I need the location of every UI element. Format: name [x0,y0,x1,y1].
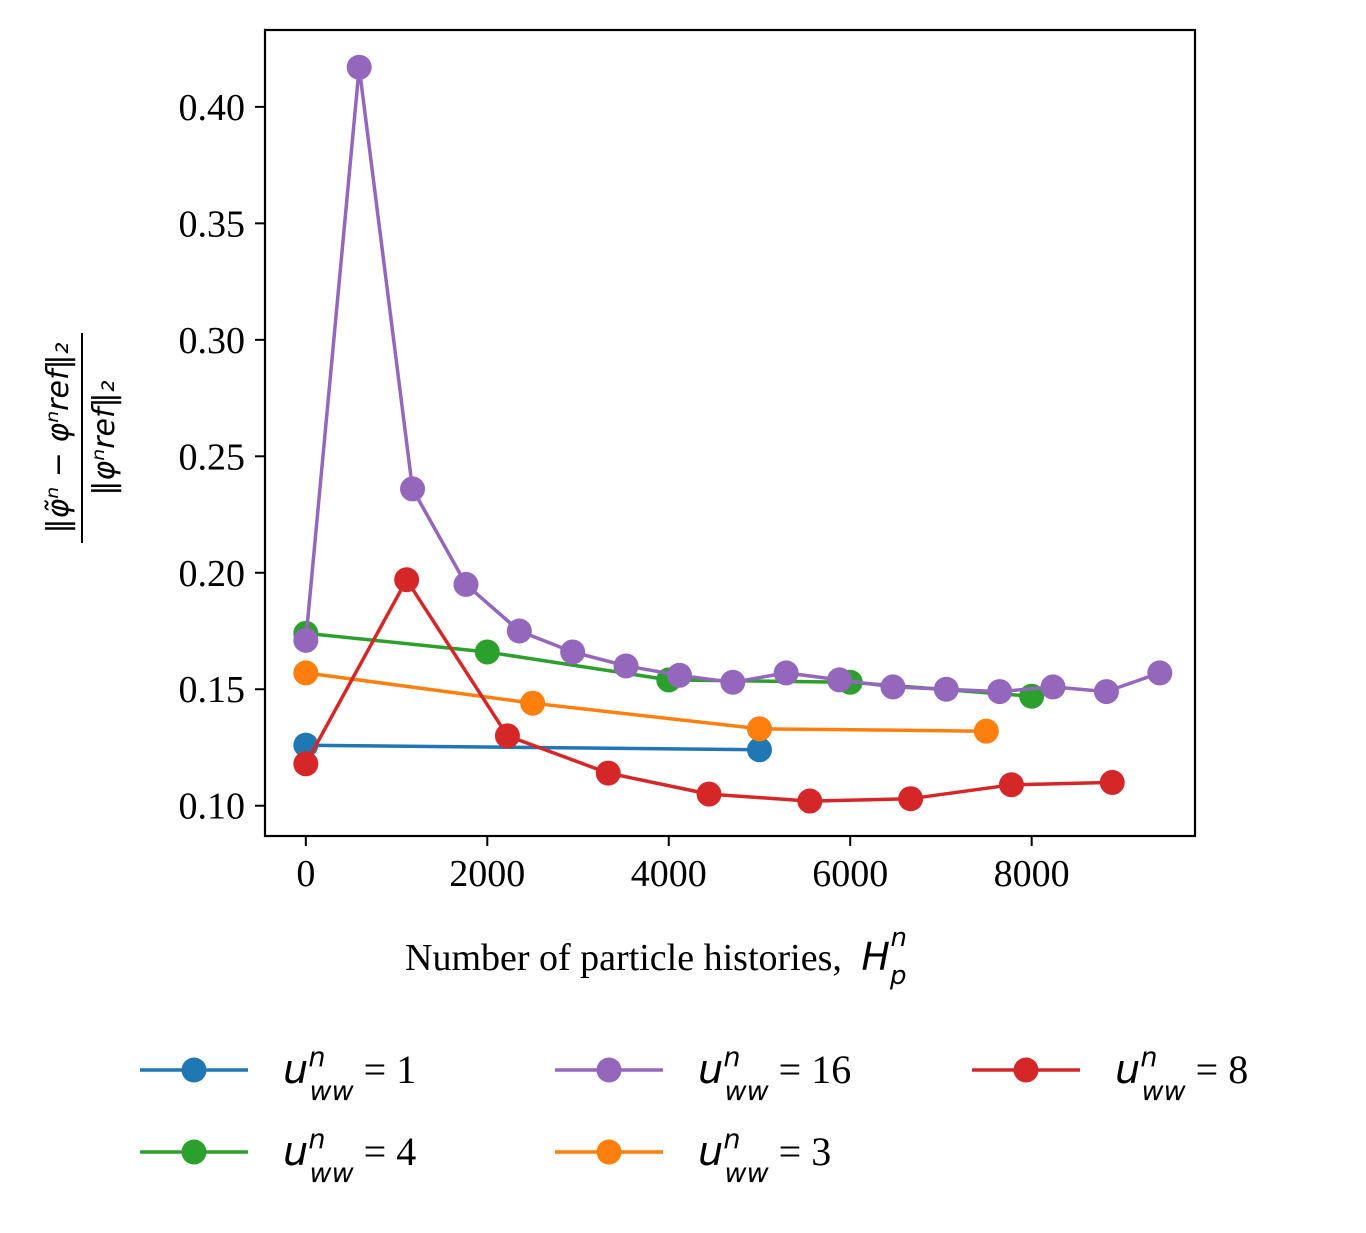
legend-label: un ww = 8 [1115,1042,1248,1107]
data-point [898,786,924,812]
y-tick-label: 0.15 [179,669,246,711]
y-tick-label: 0.10 [179,786,246,828]
legend-item: un ww = 16 [555,1042,851,1107]
legend-item: un ww = 1 [140,1042,416,1107]
data-point [400,476,426,502]
data-point [293,660,319,686]
legend-marker [596,1139,622,1165]
data-point [1040,674,1066,700]
legend-marker [596,1057,622,1083]
data-point [773,660,799,686]
data-point [506,618,532,644]
data-point [973,718,999,744]
y-tick-label: 0.40 [179,87,246,129]
data-point [394,567,420,593]
series-layer [293,54,1173,814]
y-tick-label: 0.25 [179,436,246,478]
data-point [595,760,621,786]
data-point [1147,660,1173,686]
series-line [305,743,760,752]
data-point [293,627,319,653]
series-3 [293,567,1125,814]
series-1 [293,660,999,744]
y-axis-label-numerator: ‖φ̃ⁿ − φⁿref‖₂ [41,342,76,533]
data-point [933,676,959,702]
data-point [494,723,520,749]
x-tick-label: 0 [296,853,315,895]
y-tick-label: 0.35 [179,203,246,245]
y-axis-label: ‖φ̃ⁿ − φⁿref‖₂ ‖φⁿref‖₂ [41,333,122,543]
legend-label: un ww = 4 [283,1124,416,1189]
data-point [346,54,372,80]
legend-label: un ww = 3 [698,1124,831,1189]
legend-marker [1013,1057,1039,1083]
legend-item: un ww = 3 [555,1124,831,1189]
y-axis-label-denominator: ‖φⁿref‖₂ [87,380,122,495]
plot-frame [263,28,1197,838]
x-axis: 0 2000 4000 6000 8000 [296,836,1070,895]
data-point [520,690,546,716]
data-point [746,716,772,742]
legend-label: un ww = 16 [698,1042,851,1107]
x-tick-label: 8000 [994,853,1070,895]
data-point [998,772,1024,798]
data-point [880,674,906,700]
legend-item: un ww = 8 [972,1042,1248,1107]
legend: un ww = 1 un ww = 4 un ww = 16 un ww = 3 un ww = … [140,1042,1248,1189]
series-line [305,671,987,733]
data-point [560,639,586,665]
legend-marker [181,1057,207,1083]
legend-label: un ww = 1 [283,1042,416,1107]
data-point [474,639,500,665]
legend-item: un ww = 4 [140,1124,416,1189]
data-point [1093,679,1119,705]
x-tick-label: 6000 [812,853,888,895]
data-point [1099,769,1125,795]
x-tick-label: 4000 [631,853,707,895]
y-axis: 0.10 0.15 0.20 0.25 0.30 0.35 0.40 [179,87,265,828]
data-point [827,667,853,693]
legend-marker [181,1139,207,1165]
data-point [797,788,823,814]
y-tick-label: 0.30 [179,320,246,362]
y-tick-label: 0.20 [179,553,246,595]
data-point [720,669,746,695]
data-point [746,737,772,763]
data-point [666,662,692,688]
series-4 [293,54,1173,705]
data-point [453,571,479,597]
data-point [293,751,319,777]
x-axis-label: Number of particle histories, Hpn [405,923,907,991]
x-tick-label: 2000 [449,853,525,895]
data-point [613,653,639,679]
data-point [696,781,722,807]
data-point [987,679,1013,705]
